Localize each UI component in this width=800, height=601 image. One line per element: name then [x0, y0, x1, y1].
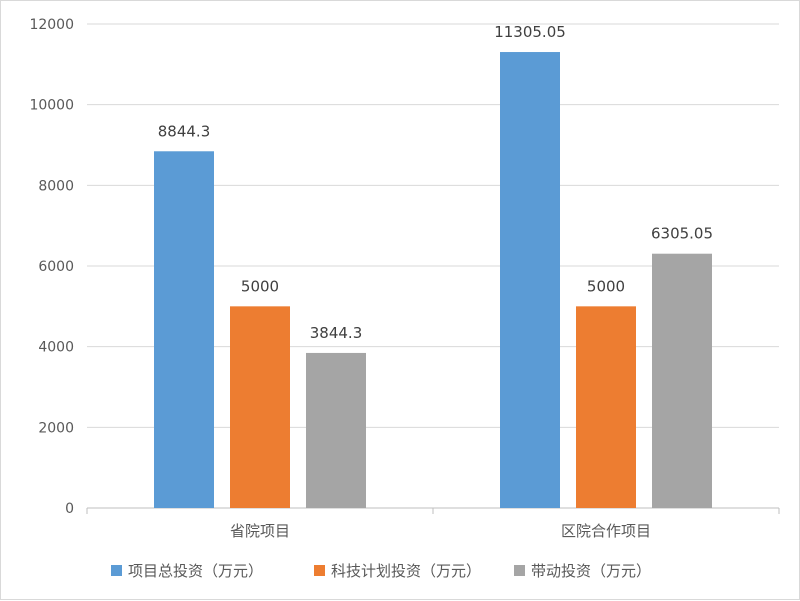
data-label: 5000: [241, 277, 279, 295]
y-tick-label: 12000: [29, 17, 74, 33]
legend-item-label: 带动投资（万元）: [531, 562, 651, 580]
x-category-label: 省院项目: [230, 522, 290, 540]
y-tick-label: 2000: [38, 420, 74, 436]
bar: [230, 306, 290, 508]
y-tick-label: 4000: [38, 340, 74, 356]
bar: [500, 52, 560, 508]
y-tick-label: 0: [65, 501, 74, 517]
data-label: 11305.05: [494, 23, 566, 41]
legend-item-label: 科技计划投资（万元）: [331, 562, 481, 580]
legend-item-label: 项目总投资（万元）: [128, 562, 263, 580]
legend-swatch: [111, 565, 122, 576]
data-label: 8844.3: [158, 122, 211, 140]
data-label: 5000: [587, 277, 625, 295]
legend-swatch: [314, 565, 325, 576]
bar: [576, 306, 636, 508]
y-tick-label: 10000: [29, 98, 74, 114]
legend-swatch: [514, 565, 525, 576]
bar: [306, 352, 366, 508]
bar: [154, 151, 214, 508]
y-tick-label: 8000: [38, 178, 74, 194]
data-label: 3844.3: [310, 324, 363, 342]
y-tick-label: 6000: [38, 259, 74, 275]
data-label: 6305.05: [651, 225, 713, 243]
bar: [652, 253, 712, 508]
x-category-label: 区院合作项目: [561, 522, 651, 540]
